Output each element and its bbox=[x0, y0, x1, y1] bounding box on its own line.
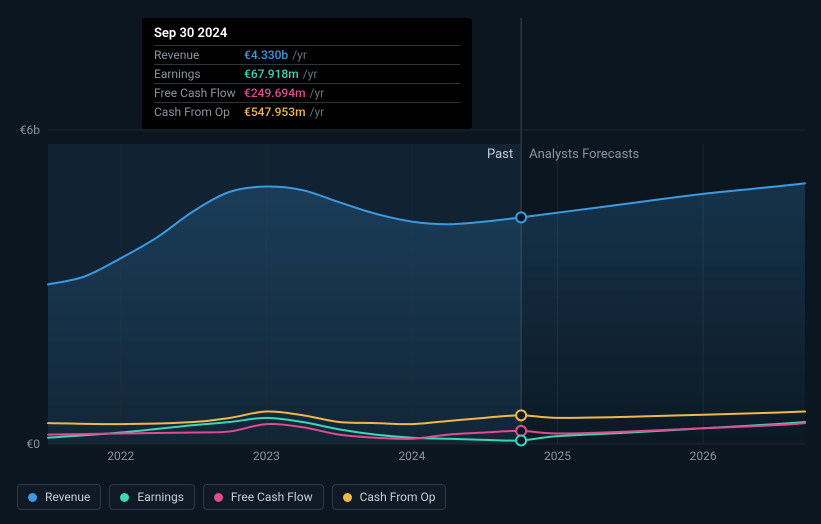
financial-chart[interactable]: €0 €6b 2022 2023 2024 2025 2026 Past Analysts Fo… bbox=[0, 0, 821, 524]
legend-dot-icon bbox=[214, 493, 223, 502]
tooltip-metric-label: Earnings bbox=[154, 67, 244, 81]
svg-text:2026: 2026 bbox=[690, 449, 717, 463]
legend-label: Revenue bbox=[45, 490, 90, 504]
tooltip-metric-label: Revenue bbox=[154, 48, 244, 62]
legend-item-free-cash-flow[interactable]: Free Cash Flow bbox=[203, 484, 324, 510]
svg-text:2023: 2023 bbox=[253, 449, 280, 463]
tooltip-unit: /yr bbox=[310, 86, 325, 100]
tooltip-row: Cash From Op€547.953m/yr bbox=[154, 102, 460, 121]
svg-text:Past: Past bbox=[487, 147, 513, 162]
svg-text:€6b: €6b bbox=[20, 123, 40, 137]
tooltip-unit: /yr bbox=[292, 48, 307, 62]
legend-label: Earnings bbox=[137, 490, 184, 504]
svg-text:Analysts Forecasts: Analysts Forecasts bbox=[529, 147, 639, 162]
legend-item-revenue[interactable]: Revenue bbox=[17, 484, 101, 510]
svg-text:€0: €0 bbox=[27, 437, 41, 451]
legend-label: Free Cash Flow bbox=[231, 490, 313, 504]
legend-dot-icon bbox=[120, 493, 129, 502]
tooltip-metric-value: €249.694m bbox=[244, 86, 306, 100]
chart-legend: Revenue Earnings Free Cash Flow Cash From O… bbox=[17, 484, 446, 510]
tooltip-date: Sep 30 2024 bbox=[154, 26, 460, 41]
tooltip-metric-label: Cash From Op bbox=[154, 105, 244, 119]
legend-dot-icon bbox=[28, 493, 37, 502]
tooltip-row: Earnings€67.918m/yr bbox=[154, 64, 460, 83]
svg-text:2022: 2022 bbox=[107, 449, 134, 463]
tooltip-metric-value: €4.330b bbox=[244, 48, 288, 62]
tooltip-row: Revenue€4.330b/yr bbox=[154, 45, 460, 64]
tooltip-metric-value: €67.918m bbox=[244, 67, 299, 81]
legend-item-cash-from-op[interactable]: Cash From Op bbox=[332, 484, 447, 510]
tooltip-metric-label: Free Cash Flow bbox=[154, 86, 244, 100]
tooltip-row: Free Cash Flow€249.694m/yr bbox=[154, 83, 460, 102]
tooltip-metric-value: €547.953m bbox=[244, 105, 306, 119]
svg-text:2024: 2024 bbox=[398, 449, 425, 463]
svg-text:2025: 2025 bbox=[544, 449, 571, 463]
chart-tooltip: Sep 30 2024 Revenue€4.330b/yrEarnings€67… bbox=[142, 18, 472, 129]
legend-dot-icon bbox=[343, 493, 352, 502]
tooltip-unit: /yr bbox=[310, 105, 325, 119]
tooltip-unit: /yr bbox=[303, 67, 318, 81]
legend-label: Cash From Op bbox=[360, 490, 436, 504]
legend-item-earnings[interactable]: Earnings bbox=[109, 484, 195, 510]
